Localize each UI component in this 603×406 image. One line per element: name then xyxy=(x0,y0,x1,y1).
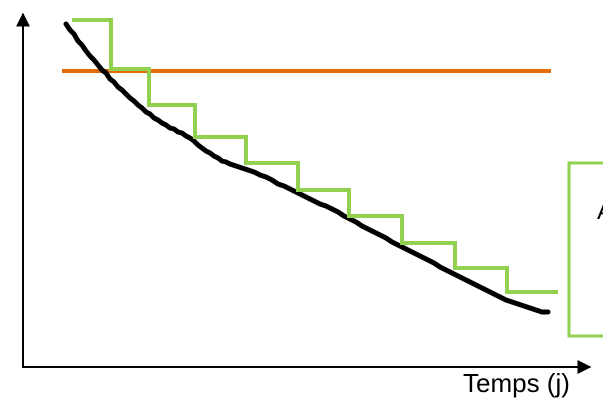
callout-text: A xyxy=(597,198,603,226)
step-curve xyxy=(72,18,558,294)
x-axis-label: Temps (j) xyxy=(463,368,570,398)
callout-box xyxy=(567,161,603,338)
decay-curve xyxy=(63,21,551,315)
